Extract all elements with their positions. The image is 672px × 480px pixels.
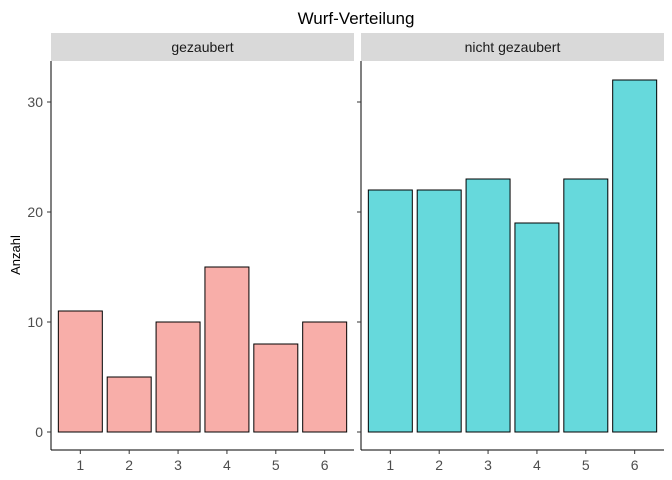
facet-strip-label: gezaubert: [171, 39, 233, 55]
bar: [563, 178, 609, 433]
y-tick-label: 0: [35, 424, 43, 440]
panel-1: gezaubert 0 10 20 30 1 2 3 4 5 6: [27, 33, 354, 473]
y-tick-label: 20: [27, 204, 43, 220]
x-tick-label: 4: [533, 457, 541, 473]
bar: [612, 79, 658, 433]
bar: [106, 376, 152, 433]
x-tick-label: 6: [631, 457, 639, 473]
chart-title: Wurf-Verteilung: [298, 9, 415, 28]
bar: [155, 321, 201, 433]
bar: [57, 310, 103, 433]
x-tick-label: 6: [321, 457, 329, 473]
y-tick-label: 10: [27, 314, 43, 330]
panel-2: nicht gezaubert 1 2 3 4 5 6: [357, 33, 664, 473]
bar: [253, 343, 299, 433]
x-tick-label: 4: [223, 457, 231, 473]
facet-strip: [361, 33, 664, 61]
x-tick-label: 3: [484, 457, 492, 473]
y-tick-label: 30: [27, 94, 43, 110]
x-tick-label: 1: [386, 457, 394, 473]
bar: [416, 189, 462, 433]
facet-panels: gezaubert 0 10 20 30 1 2 3 4 5 6 nicht gezaubert 1 2 3…: [27, 33, 664, 473]
y-axis-title: Anzahl: [8, 235, 23, 275]
bar: [367, 189, 413, 433]
facet-strip-label: nicht gezaubert: [465, 39, 561, 55]
bar: [465, 178, 511, 433]
x-tick-label: 3: [174, 457, 182, 473]
x-tick-label: 1: [76, 457, 84, 473]
bar: [302, 321, 348, 433]
bar: [514, 222, 560, 433]
x-tick-label: 5: [272, 457, 280, 473]
bar: [204, 266, 250, 433]
x-tick-label: 2: [435, 457, 443, 473]
facet-strip: [51, 33, 354, 61]
x-tick-label: 5: [582, 457, 590, 473]
x-tick-label: 2: [125, 457, 133, 473]
